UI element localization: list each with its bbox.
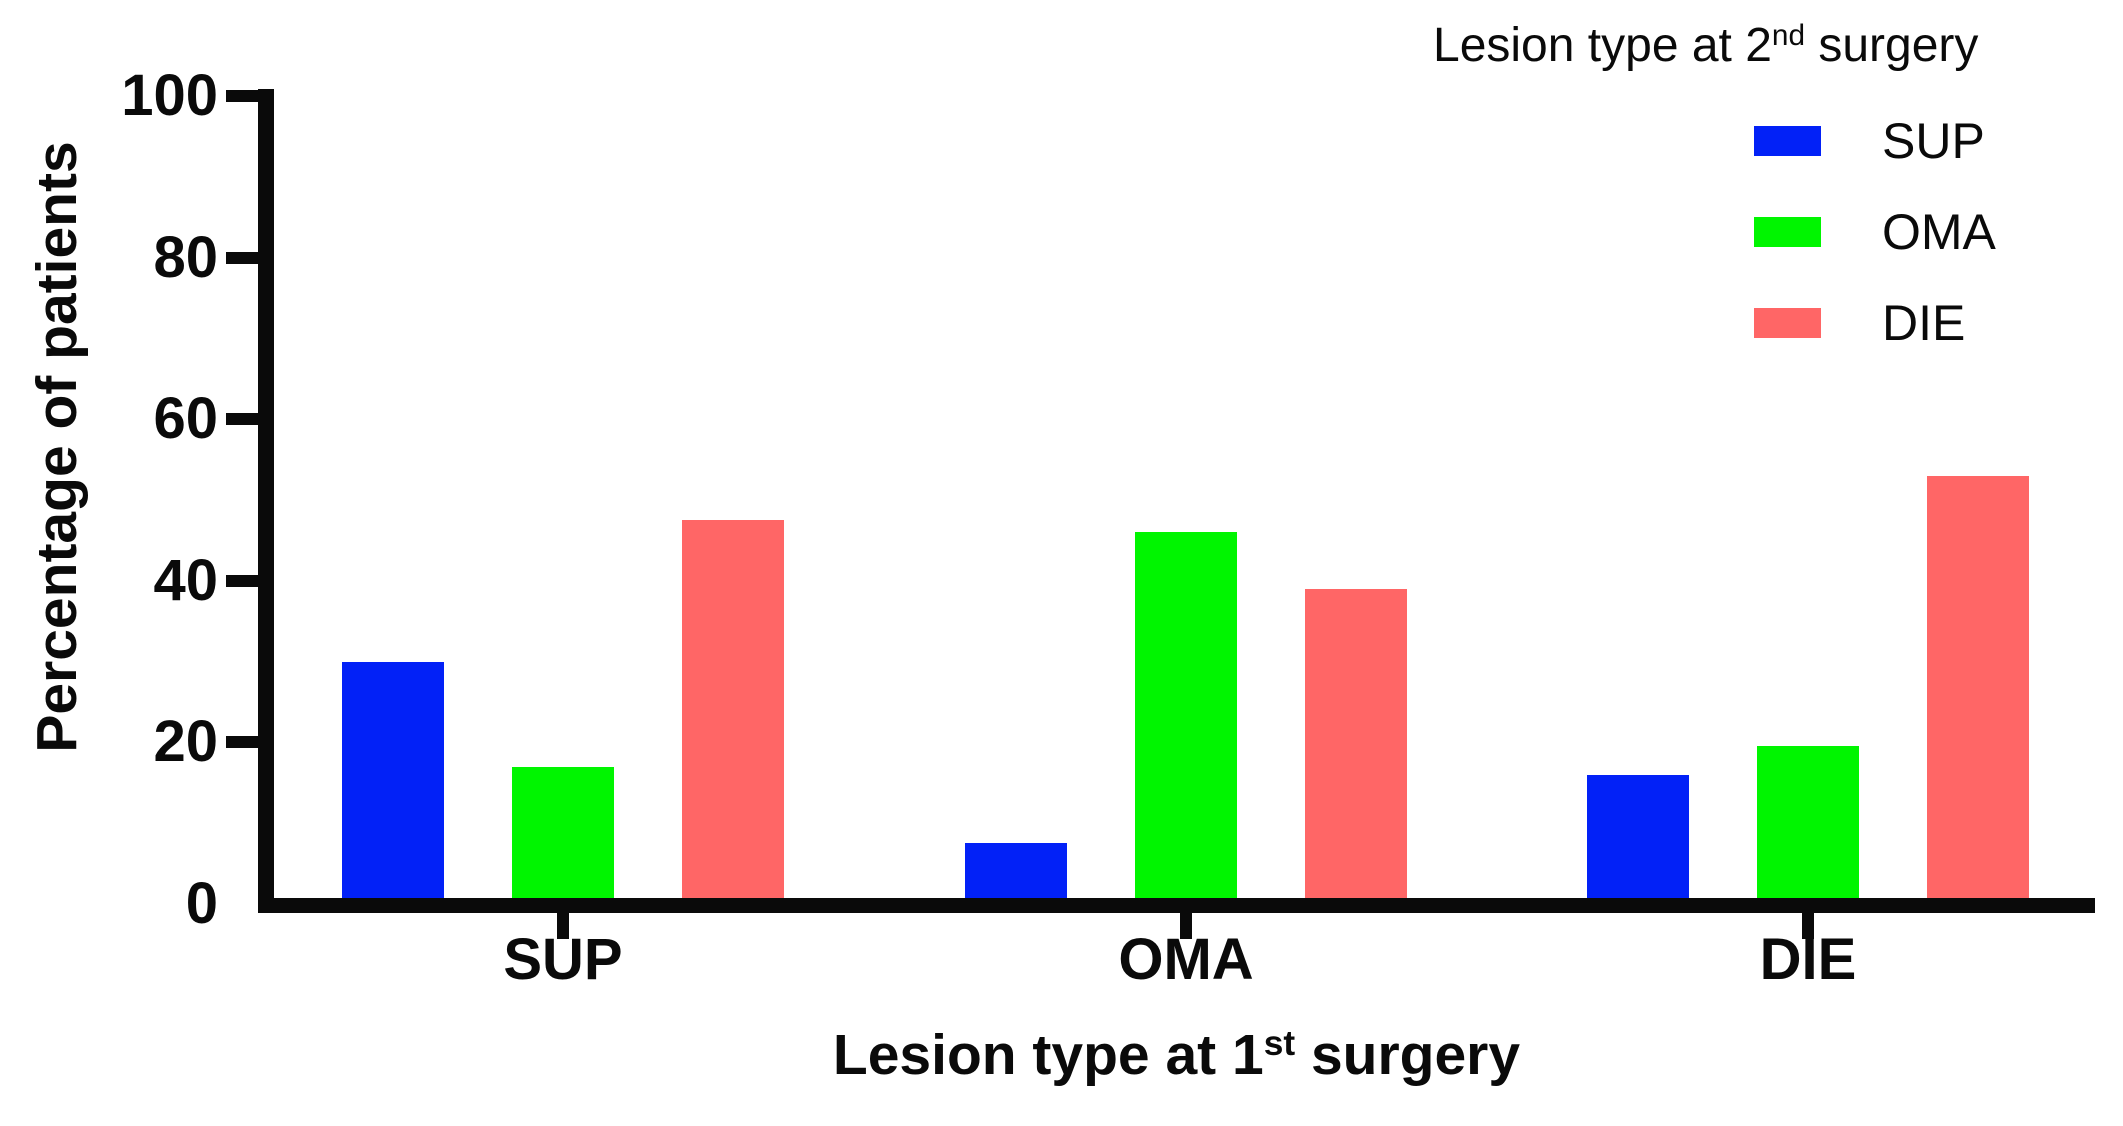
bar-sup-sup <box>342 661 444 904</box>
x-axis-line <box>258 898 2095 913</box>
x-category-label-sup: SUP <box>503 927 623 992</box>
x-category-label-oma: OMA <box>1118 927 1254 992</box>
legend-label-oma: OMA <box>1882 204 1996 260</box>
x-tick-mark <box>1802 913 1814 939</box>
legend-swatch-sup <box>1754 126 1821 156</box>
legend-title-superscript: nd <box>1771 18 1805 52</box>
x-axis-title: Lesion type at 1st surgery <box>258 1022 2095 1088</box>
bar-die-sup <box>1587 774 1689 904</box>
y-tick-mark <box>226 413 258 426</box>
y-axis-line <box>258 89 274 913</box>
y-tick-mark <box>226 574 258 587</box>
y-tick-mark <box>226 90 258 102</box>
y-tick-label: 80 <box>153 224 218 290</box>
x-tick-mark <box>1180 913 1192 939</box>
x-axis-title-suffix: surgery <box>1295 1023 1521 1087</box>
legend-item-die: DIE <box>1754 295 1965 351</box>
y-tick-mark <box>226 736 258 749</box>
y-tick-label: 40 <box>153 547 218 613</box>
x-axis-title-text: Lesion type at 1 <box>832 1023 1264 1087</box>
bar-die-die <box>1927 475 2029 904</box>
bar-die-oma <box>1757 746 1859 904</box>
bar-oma-sup <box>965 843 1067 904</box>
legend-title: Lesion type at 2nd surgery <box>1433 18 1978 73</box>
bar-sup-die <box>682 520 784 904</box>
y-tick-mark <box>226 251 258 264</box>
y-tick-label: 100 <box>121 63 218 128</box>
legend-swatch-die <box>1754 308 1821 338</box>
y-tick-label: 60 <box>153 386 218 452</box>
legend-label-die: DIE <box>1882 295 1966 351</box>
bar-oma-die <box>1305 588 1407 904</box>
y-tick-label: 20 <box>153 709 218 775</box>
legend-item-sup: SUP <box>1754 113 1985 169</box>
bar-oma-oma <box>1135 532 1237 904</box>
legend-item-oma: OMA <box>1754 204 1996 260</box>
x-category-label-die: DIE <box>1759 927 1857 992</box>
legend-title-text: Lesion type at 2 <box>1433 19 1772 72</box>
bar-sup-oma <box>512 766 614 904</box>
legend-label-sup: SUP <box>1882 113 1985 169</box>
y-tick-label: 0 <box>185 871 218 936</box>
legend-swatch-oma <box>1754 217 1821 247</box>
x-axis-title-superscript: st <box>1263 1023 1296 1063</box>
x-tick-mark <box>557 913 569 939</box>
legend-title-suffix: surgery <box>1805 19 1979 72</box>
